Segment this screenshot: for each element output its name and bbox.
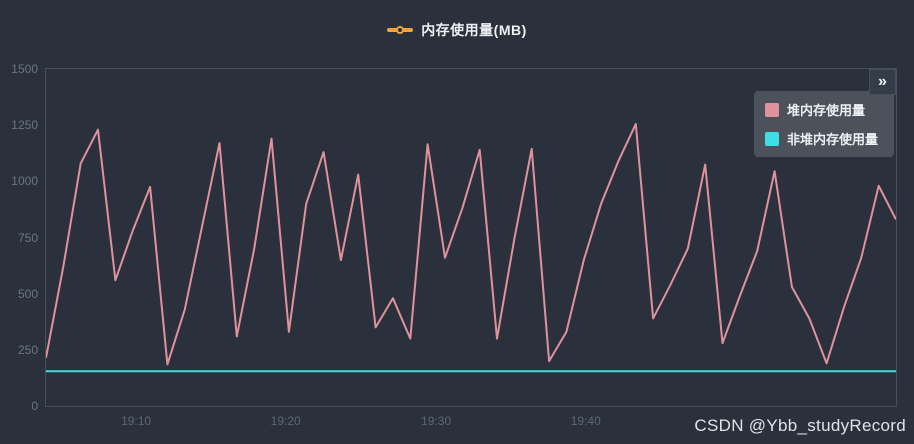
x-tick-label: 19:10 (121, 414, 152, 428)
y-tick-label: 1250 (11, 118, 38, 133)
y-tick-label: 500 (17, 286, 38, 301)
x-tick-label: 19:40 (570, 414, 601, 428)
y-tick-label: 750 (17, 230, 38, 245)
line-chart-canvas[interactable] (46, 69, 896, 406)
chart-title-legend[interactable]: 内存使用量(MB) (0, 20, 914, 40)
expand-toolbox-button[interactable]: » (869, 69, 896, 95)
legend-item-0[interactable]: 堆内存使用量 (764, 100, 878, 119)
x-tick-label: 19:30 (421, 414, 452, 428)
legend-dot-icon (396, 26, 405, 34)
y-tick-label: 250 (17, 342, 38, 357)
series-legend-box: 堆内存使用量 非堆内存使用量 (753, 91, 894, 157)
legend-swatch-icon (764, 102, 779, 117)
plot-area: 0 250 500 750 1000 1250 1500 19:10 19:20 19:30 19… (11, 62, 897, 428)
chart-title: 内存使用量(MB) (421, 22, 527, 38)
y-tick-label: 1500 (11, 62, 38, 76)
legend-item-label: 堆内存使用量 (786, 103, 865, 118)
series-line-0 (46, 123, 896, 366)
legend-swatch-icon (764, 131, 779, 146)
legend-line-marker-icon (387, 26, 414, 34)
legend-item-label: 非堆内存使用量 (786, 132, 878, 147)
legend-item-1[interactable]: 非堆内存使用量 (764, 129, 878, 148)
y-tick-label: 0 (31, 399, 38, 413)
x-tick-label: 19:20 (270, 414, 301, 428)
watermark: CSDN @Ybb_studyRecord (694, 416, 906, 435)
y-tick-label: 1000 (11, 174, 38, 189)
